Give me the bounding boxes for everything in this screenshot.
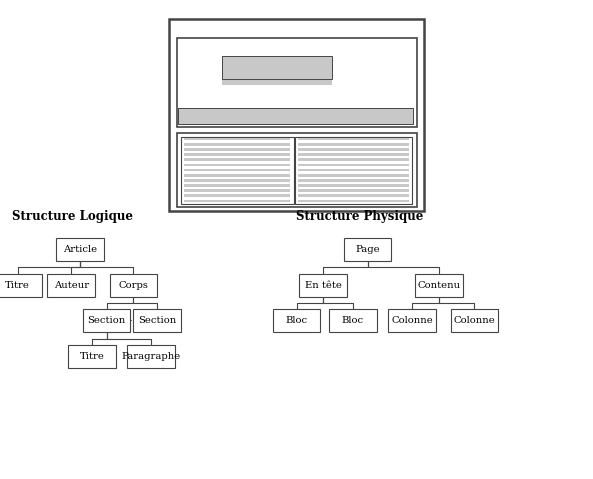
- FancyBboxPatch shape: [178, 108, 413, 124]
- Text: Auteur: Auteur: [53, 281, 89, 289]
- Text: Colonne: Colonne: [454, 317, 495, 325]
- FancyBboxPatch shape: [184, 194, 290, 197]
- Text: Contenu: Contenu: [417, 281, 460, 289]
- FancyBboxPatch shape: [329, 309, 377, 332]
- FancyBboxPatch shape: [0, 274, 42, 297]
- FancyBboxPatch shape: [184, 143, 290, 146]
- FancyBboxPatch shape: [222, 56, 332, 79]
- FancyBboxPatch shape: [56, 238, 104, 261]
- FancyBboxPatch shape: [298, 153, 409, 156]
- FancyBboxPatch shape: [127, 345, 175, 368]
- FancyBboxPatch shape: [68, 345, 116, 368]
- FancyBboxPatch shape: [298, 138, 409, 140]
- FancyBboxPatch shape: [295, 137, 412, 204]
- Text: ···: ···: [127, 316, 136, 326]
- FancyBboxPatch shape: [298, 163, 409, 166]
- FancyBboxPatch shape: [133, 309, 181, 332]
- Text: Bloc: Bloc: [342, 317, 364, 325]
- FancyBboxPatch shape: [299, 274, 347, 297]
- FancyBboxPatch shape: [177, 38, 417, 127]
- FancyBboxPatch shape: [184, 163, 290, 166]
- FancyBboxPatch shape: [47, 274, 95, 297]
- FancyBboxPatch shape: [451, 309, 498, 332]
- FancyBboxPatch shape: [184, 189, 290, 192]
- FancyBboxPatch shape: [298, 174, 409, 177]
- Text: Page: Page: [355, 245, 380, 253]
- FancyBboxPatch shape: [184, 179, 290, 182]
- FancyBboxPatch shape: [298, 194, 409, 197]
- Text: Corps: Corps: [119, 281, 148, 289]
- Text: Paragraphe: Paragraphe: [122, 353, 181, 361]
- FancyBboxPatch shape: [298, 184, 409, 187]
- FancyBboxPatch shape: [169, 19, 424, 211]
- Text: Bloc: Bloc: [285, 317, 308, 325]
- FancyBboxPatch shape: [273, 309, 320, 332]
- FancyBboxPatch shape: [298, 169, 409, 171]
- Text: Structure Logique: Structure Logique: [12, 210, 133, 223]
- FancyBboxPatch shape: [388, 309, 436, 332]
- Text: Article: Article: [63, 245, 97, 253]
- FancyBboxPatch shape: [184, 184, 290, 187]
- FancyBboxPatch shape: [184, 174, 290, 177]
- Text: Section: Section: [88, 317, 126, 325]
- FancyBboxPatch shape: [181, 137, 294, 204]
- FancyBboxPatch shape: [222, 80, 332, 85]
- Text: Titre: Titre: [5, 281, 30, 289]
- FancyBboxPatch shape: [415, 274, 463, 297]
- FancyBboxPatch shape: [298, 159, 409, 161]
- FancyBboxPatch shape: [83, 309, 130, 332]
- Text: Titre: Titre: [79, 353, 104, 361]
- FancyBboxPatch shape: [184, 200, 290, 202]
- Text: Structure Physique: Structure Physique: [296, 210, 424, 223]
- FancyBboxPatch shape: [298, 200, 409, 202]
- FancyBboxPatch shape: [344, 238, 391, 261]
- FancyBboxPatch shape: [177, 133, 417, 207]
- FancyBboxPatch shape: [184, 159, 290, 161]
- Text: Section: Section: [138, 317, 176, 325]
- FancyBboxPatch shape: [184, 169, 290, 171]
- Text: Colonne: Colonne: [391, 317, 433, 325]
- FancyBboxPatch shape: [184, 153, 290, 156]
- FancyBboxPatch shape: [298, 143, 409, 146]
- FancyBboxPatch shape: [298, 189, 409, 192]
- FancyBboxPatch shape: [110, 274, 157, 297]
- Text: En tête: En tête: [305, 281, 342, 289]
- FancyBboxPatch shape: [184, 138, 290, 140]
- FancyBboxPatch shape: [298, 148, 409, 151]
- FancyBboxPatch shape: [298, 179, 409, 182]
- FancyBboxPatch shape: [184, 148, 290, 151]
